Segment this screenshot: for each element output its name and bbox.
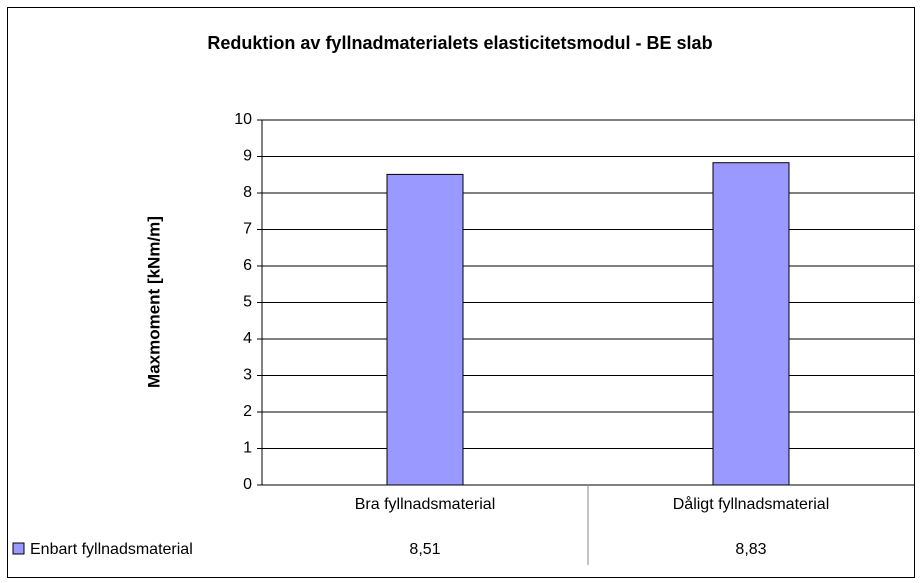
y-tick-label: 9	[243, 148, 252, 165]
y-tick-label: 1	[243, 440, 252, 457]
x-tick-label: Bra fyllnadsmaterial	[355, 496, 496, 513]
y-axis-title: Maxmoment [kNm/m]	[144, 216, 163, 388]
y-tick-label: 0	[243, 476, 252, 493]
bar	[712, 162, 790, 486]
y-tick-label: 2	[243, 403, 252, 420]
y-tick-label: 3	[243, 367, 252, 384]
y-tick-label: 7	[243, 221, 252, 238]
legend-label: Enbart fyllnadsmaterial	[30, 541, 193, 558]
y-tick-label: 4	[243, 330, 252, 347]
chart-title: Reduktion av fyllnadmaterialets elastici…	[207, 33, 712, 53]
y-tick-label: 6	[243, 257, 252, 274]
y-tick-label: 10	[234, 111, 252, 128]
legend-key	[12, 542, 25, 555]
y-tick-label: 8	[243, 184, 252, 201]
y-tick-label: 5	[243, 294, 252, 311]
data-table-value: 8,83	[735, 541, 766, 558]
data-table-value: 8,51	[409, 541, 440, 558]
bar	[386, 173, 464, 486]
x-tick-label: Dåligt fyllnadsmaterial	[673, 495, 830, 513]
